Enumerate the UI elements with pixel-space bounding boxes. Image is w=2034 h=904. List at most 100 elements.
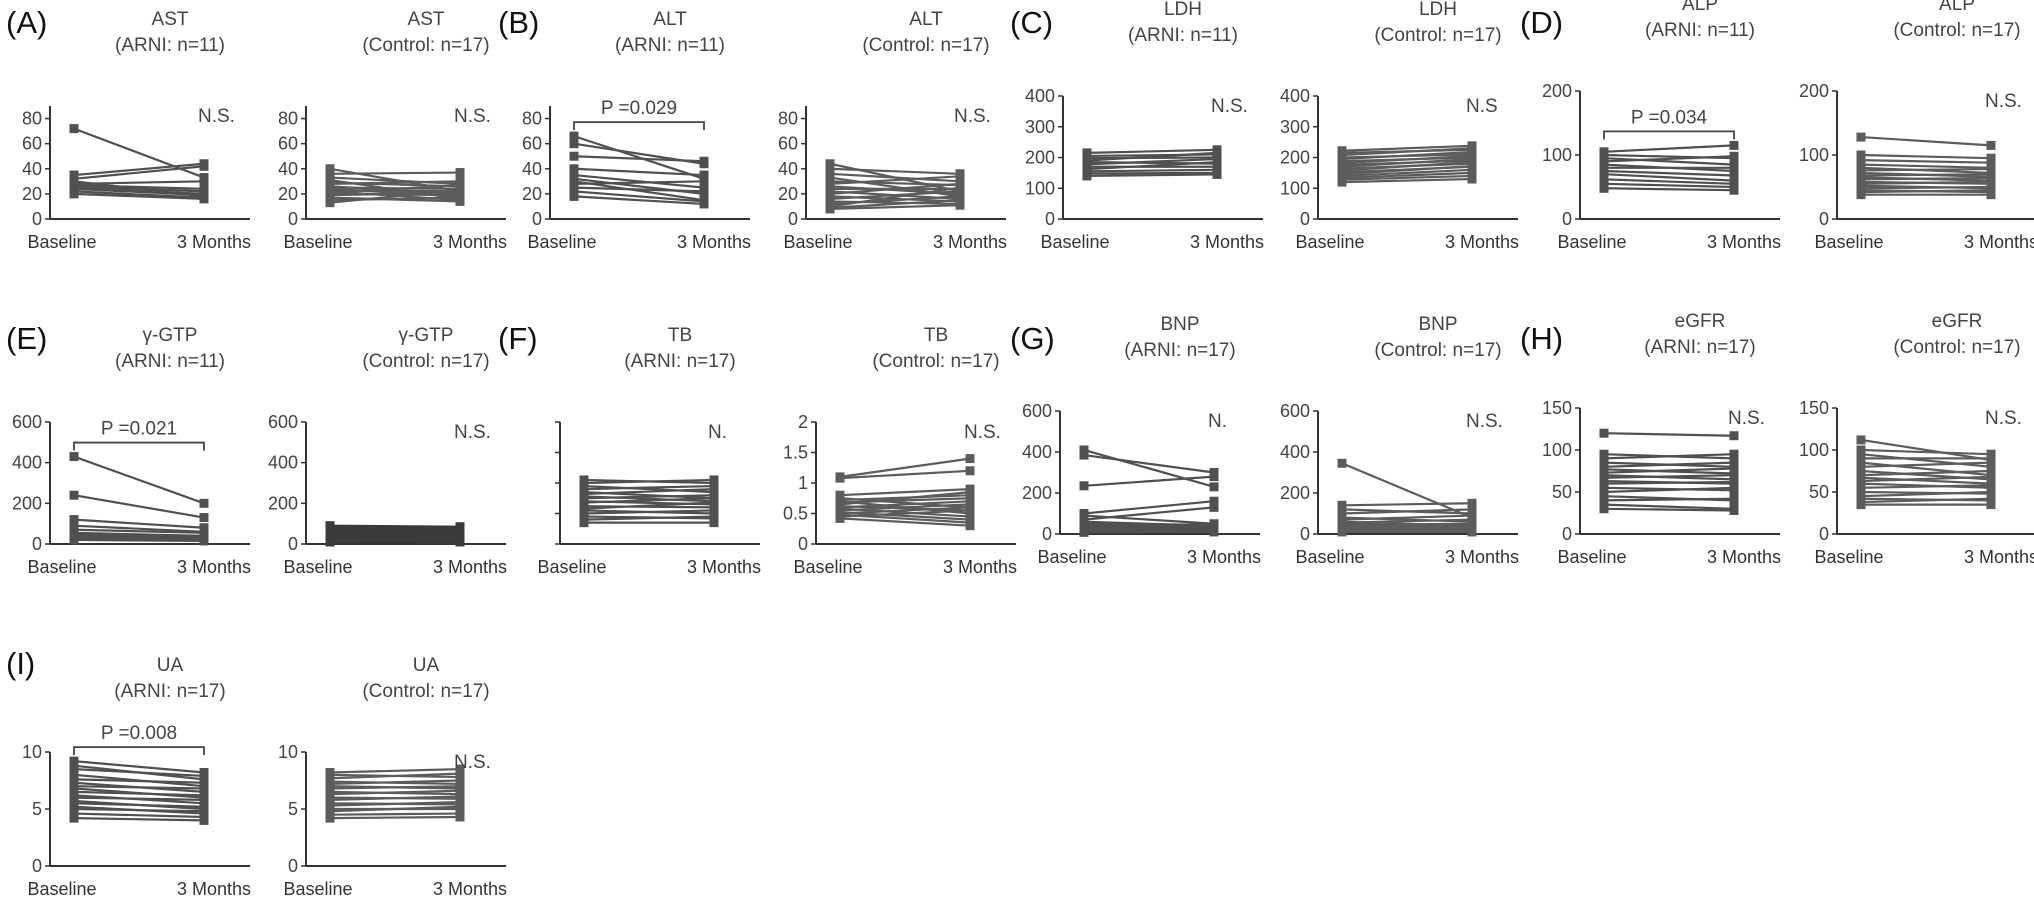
series-line-2	[1603, 157, 1735, 166]
data-point-3-months	[199, 194, 209, 204]
series-line-14	[1341, 171, 1473, 179]
series-line-5	[1086, 157, 1218, 166]
series-line-8	[1860, 476, 1992, 485]
y-tick-label: 0	[1819, 524, 1829, 544]
series-line-2	[573, 155, 705, 163]
y-tick-label: 200	[268, 493, 298, 513]
x-tick-label: 3 Months	[177, 879, 251, 899]
data-point-baseline	[1599, 183, 1609, 193]
series-line-0	[1603, 432, 1735, 437]
series-line-9	[829, 182, 961, 195]
series-line-13	[1083, 527, 1215, 531]
data-point-baseline	[325, 537, 335, 547]
series-line-9	[573, 190, 705, 203]
series-line-0	[1341, 462, 1473, 519]
data-point-3-months	[699, 176, 709, 186]
y-tick-label: 200	[1280, 148, 1310, 168]
data-point-3-months	[455, 812, 465, 822]
x-tick-label: 3 Months	[1445, 547, 1519, 567]
chart-panel-2: ALT (ARNI: n=11) 0 20 40 60 80 Baseline 3 Months…	[522, 9, 751, 252]
data-point-3-months	[965, 505, 975, 515]
y-tick-label: 600	[268, 412, 298, 432]
series-line-7	[583, 494, 715, 500]
chart-title: γ-GTP	[399, 325, 454, 346]
significance-bracket	[573, 121, 705, 131]
chart-subtitle: (ARNI: n=11)	[615, 35, 725, 56]
y-tick-label: 0	[1300, 524, 1310, 544]
series-line-5	[1860, 461, 1992, 468]
data-point-baseline	[835, 473, 845, 483]
series-line-5	[1860, 167, 1992, 172]
x-tick-label: Baseline	[283, 879, 352, 899]
y-tick-label: 1.5	[783, 443, 808, 463]
series-line-2	[829, 172, 961, 183]
series-line-2	[583, 484, 715, 494]
x-tick-label: Baseline	[527, 232, 596, 252]
data-point-3-months	[455, 168, 465, 178]
chart-title: AST	[152, 9, 189, 30]
chart-panel-9: γ-GTP (Control: n=17) 0 200 400 600 Baseline 3 …	[268, 325, 507, 577]
data-point-baseline	[69, 490, 79, 500]
series-line-16	[329, 815, 461, 820]
series-line-15	[73, 812, 205, 819]
data-point-3-months	[699, 199, 709, 209]
chart-panel-15: eGFR (Control: n=17) 0 50 100 150 Baseline 3 Mo…	[1799, 311, 2034, 567]
chart-title: TB	[924, 325, 948, 346]
data-point-3-months	[1729, 505, 1739, 515]
chart-panel-14: eGFR (ARNI: n=17) 0 50 100 150 Baseline 3 Month…	[1542, 311, 1781, 567]
data-point-3-months	[1209, 472, 1219, 482]
x-tick-label: Baseline	[1557, 232, 1626, 252]
y-tick-label: 5	[32, 799, 42, 819]
y-tick-label: 20	[778, 184, 798, 204]
series-line-0	[73, 760, 205, 774]
data-point-3-months	[1986, 487, 1996, 497]
series-line-9	[839, 500, 971, 509]
series-line-15	[1341, 174, 1473, 181]
series-line-13	[839, 506, 971, 515]
chart-subtitle: (ARNI: n=11)	[115, 35, 225, 56]
series-line-5	[583, 488, 715, 496]
chart-panel-7: ALP (Control: n=17) 0 100 200 Baseline 3 Month…	[1799, 0, 2034, 252]
x-tick-label: 3 Months	[1187, 547, 1261, 567]
y-tick-label: 40	[778, 159, 798, 179]
p-value-label: P =0.008	[101, 723, 177, 744]
x-tick-label: Baseline	[783, 232, 852, 252]
series-line-2	[839, 488, 971, 497]
data-point-3-months	[955, 171, 965, 181]
series-line-0	[1603, 144, 1735, 153]
data-point-baseline	[69, 804, 79, 814]
series-line-0	[839, 457, 971, 478]
chart-panel-6: ALP (ARNI: n=11) 0 100 200 Baseline 3 Months P …	[1542, 0, 1781, 252]
series-line-1	[583, 478, 715, 485]
data-point-baseline	[325, 813, 335, 823]
series-line-2	[1603, 453, 1735, 460]
data-point-3-months	[199, 161, 209, 171]
data-point-3-months	[709, 498, 719, 508]
chart-panel-17: UA (Control: n=17) 0 5 10 Baseline 3 Months N.S…	[278, 655, 507, 899]
y-tick-label: 0	[532, 209, 542, 229]
data-point-3-months	[1729, 449, 1739, 459]
x-tick-label: 3 Months	[1964, 232, 2034, 252]
data-point-3-months	[455, 180, 465, 190]
y-tick-label: 60	[278, 134, 298, 154]
series-line-10	[1603, 187, 1735, 192]
series-line-13	[1860, 185, 1992, 190]
y-tick-label: 100	[1799, 440, 1829, 460]
y-tick-label: 100	[1280, 178, 1310, 198]
x-tick-label: 3 Months	[1707, 232, 1781, 252]
x-tick-label: 3 Months	[433, 879, 507, 899]
data-point-3-months	[455, 537, 465, 547]
data-point-3-months	[1986, 466, 1996, 476]
x-tick-label: 3 Months	[1964, 547, 2034, 567]
x-tick-label: 3 Months	[677, 232, 751, 252]
data-point-3-months	[965, 454, 975, 464]
data-point-3-months	[1729, 163, 1739, 173]
data-point-3-months	[965, 487, 975, 497]
series-line-3	[573, 167, 705, 177]
series-line-12	[73, 802, 205, 808]
series-line-14	[1603, 497, 1735, 502]
y-tick-label: 40	[22, 159, 42, 179]
y-tick-label: 0	[1562, 209, 1572, 229]
y-tick-label: 0	[1562, 524, 1572, 544]
